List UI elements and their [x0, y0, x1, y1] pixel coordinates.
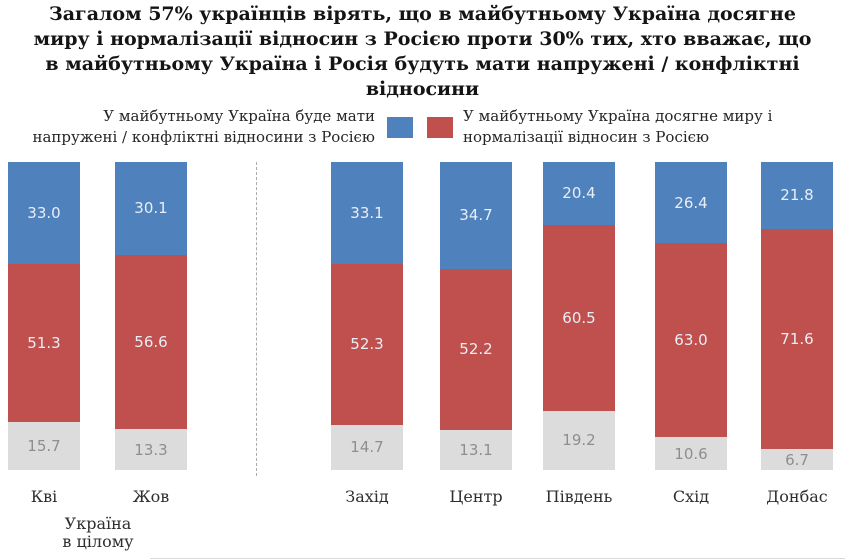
axis-label-3: Захід: [345, 487, 389, 506]
bar-6: 26.4 63.0 10.6: [655, 162, 727, 470]
bar-segment-red: 71.6: [761, 228, 833, 450]
bar-segment-blue: 30.1: [115, 162, 187, 255]
group-label: Україна в цілому: [62, 514, 134, 551]
bar-7: 21.8 71.6 6.7: [761, 161, 833, 470]
axis-label-2: Жов: [132, 487, 170, 506]
legend-label-peace: У майбутньому Україна досягне миру і нор…: [463, 107, 773, 146]
xlabels: Кві Жов Захід Центр Південь Схід Донбас: [0, 487, 845, 507]
bar-segment-gray: 19.2: [543, 410, 615, 470]
bar-segment-blue: 33.0: [8, 162, 80, 264]
bar-segment-gray: 14.7: [331, 424, 403, 470]
bar-segment-red: 52.3: [331, 263, 403, 425]
bar-segment-gray: 13.3: [115, 429, 187, 470]
group-divider: [256, 162, 257, 476]
legend-label-tense: У майбутньому Україна буде мати напружен…: [32, 107, 375, 146]
bar-segment-red: 60.5: [543, 224, 615, 411]
axis-label-5: Південь: [545, 487, 613, 506]
bar-segment-gray: 13.1: [440, 429, 512, 470]
bar-3: 33.1 52.3 14.7: [331, 161, 403, 470]
bar-segment-gray: 10.6: [655, 437, 727, 470]
bar-5: 20.4 60.5 19.2: [543, 161, 615, 470]
bar-segment-red: 52.2: [440, 268, 512, 430]
bars-area: 33.0 51.3 15.7 30.1 56.6 13.3 33.1 52.3 14.7 34.7…: [0, 161, 845, 476]
chart-title: Загалом 57% українців вірять, що в майбу…: [33, 3, 812, 100]
bar-segment-red: 63.0: [655, 243, 727, 438]
axis-label-6: Схід: [672, 487, 710, 506]
legend: У майбутньому Україна буде мати напружен…: [0, 106, 845, 148]
bar-segment-gray: 15.7: [8, 421, 80, 470]
bar-segment-gray: 6.7: [761, 449, 833, 470]
bar-segment-blue: 26.4: [655, 162, 727, 244]
bar-segment-blue: 21.8: [761, 161, 833, 229]
bar-segment-blue: 20.4: [543, 161, 615, 225]
axis-label-7: Донбас: [766, 487, 828, 506]
bar-segment-blue: 34.7: [440, 162, 512, 269]
bar-2: 30.1 56.6 13.3: [115, 162, 187, 470]
legend-swatch-blue-icon: [387, 117, 413, 138]
axis-label-4: Центр: [449, 487, 503, 506]
bar-segment-red: 56.6: [115, 254, 187, 430]
bar-4: 34.7 52.2 13.1: [440, 162, 512, 470]
bar-1: 33.0 51.3 15.7: [8, 162, 80, 470]
bar-segment-red: 51.3: [8, 263, 80, 422]
legend-swatch-red-icon: [427, 117, 453, 138]
bar-segment-blue: 33.1: [331, 161, 403, 264]
bottom-rule: [150, 558, 845, 559]
axis-label-1: Кві: [30, 487, 58, 506]
